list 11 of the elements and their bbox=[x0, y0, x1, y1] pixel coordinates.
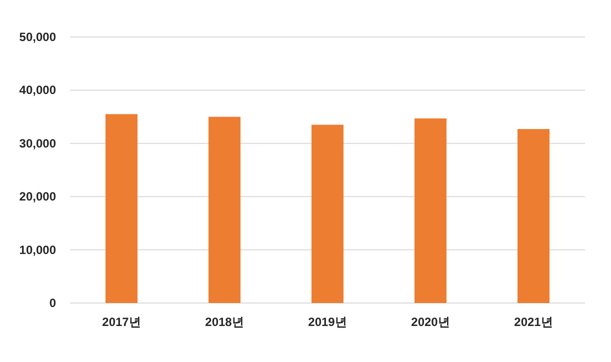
x-tick-label: 2017년 bbox=[102, 315, 141, 329]
y-tick-label: 30,000 bbox=[19, 136, 56, 150]
y-tick-label: 50,000 bbox=[19, 30, 56, 44]
y-tick-label: 20,000 bbox=[19, 190, 56, 204]
y-tick-label: 10,000 bbox=[19, 242, 56, 257]
y-tick-label: 0 bbox=[49, 296, 56, 310]
y-tick-label: 40,000 bbox=[19, 83, 56, 98]
x-tick-label: 2020년 bbox=[411, 315, 450, 329]
x-tick-label: 2021년 bbox=[514, 315, 553, 329]
x-tick-label: 2019년 bbox=[308, 315, 347, 329]
x-tick-label: 2018년 bbox=[205, 315, 244, 329]
